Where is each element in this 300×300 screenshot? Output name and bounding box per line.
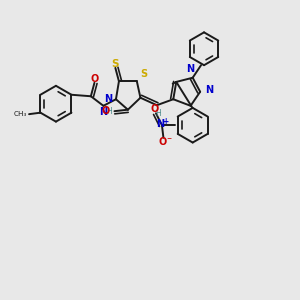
Text: N: N	[186, 64, 194, 74]
Text: N: N	[99, 107, 107, 117]
Text: +: +	[162, 117, 168, 126]
Text: S: S	[111, 59, 118, 69]
Text: ⁻: ⁻	[166, 136, 171, 146]
Text: O: O	[102, 106, 110, 116]
Text: N: N	[156, 119, 164, 129]
Text: S: S	[140, 69, 147, 79]
Text: N: N	[205, 85, 213, 95]
Text: H: H	[155, 109, 161, 118]
Text: H: H	[106, 107, 112, 116]
Text: N: N	[103, 94, 112, 103]
Text: CH₃: CH₃	[13, 111, 27, 117]
Text: O: O	[91, 74, 99, 84]
Text: O: O	[151, 104, 159, 114]
Text: O: O	[158, 137, 167, 147]
